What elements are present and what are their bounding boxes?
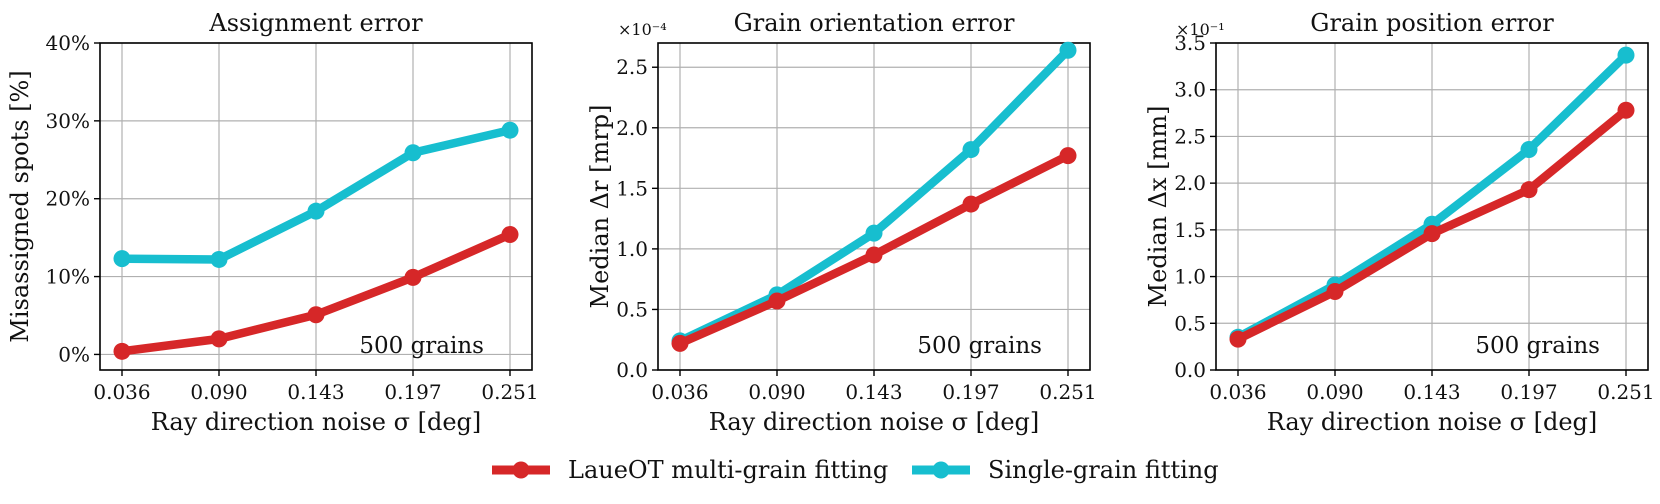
legend-item-laueot: LaueOT multi-grain fitting [492, 456, 888, 484]
data-point-single-grain [501, 121, 519, 139]
x-tick-label: 0.090 [748, 380, 805, 404]
x-tick-label: 0.036 [93, 380, 150, 404]
chart-panel-3: 0.036 0.090 0.143 0.197 0.251 0.0 0.5 1.0 1.5 2.0… [1144, 9, 1655, 436]
x-axis-label: Ray direction noise σ [deg] [151, 408, 482, 436]
legend-item-single-grain: Single-grain fitting [912, 456, 1219, 484]
data-point-single-grain [1520, 141, 1538, 159]
data-point-laueot [962, 195, 980, 213]
x-tick-label: 0.251 [1039, 380, 1096, 404]
y-tick-label: 1.0 [1174, 265, 1206, 289]
y-tick-label: 3.5 [1174, 31, 1206, 55]
legend-marker-laueot [512, 461, 530, 479]
data-point-laueot [768, 292, 786, 310]
y-tick-label: 1.5 [616, 176, 648, 200]
data-point-single-grain [210, 250, 228, 268]
annotation-500-grains: 500 grains [359, 333, 484, 359]
x-tick-label: 0.090 [1306, 380, 1363, 404]
x-tick-label: 0.143 [287, 380, 344, 404]
data-point-single-grain [307, 202, 325, 220]
y-axis-label: Median Δx [mm] [1144, 106, 1172, 308]
data-point-single-grain [1059, 41, 1077, 59]
data-point-laueot [210, 330, 228, 348]
y-tick-label: 10% [46, 265, 90, 289]
y-tick-label: 20% [46, 187, 90, 211]
y-tick-label: 1.0 [616, 237, 648, 261]
y-offset-label: ×10⁻⁴ [618, 20, 667, 39]
y-axis-label: Median Δr [mrp] [586, 105, 614, 309]
x-tick-label: 0.197 [384, 380, 441, 404]
data-point-laueot [501, 226, 519, 244]
data-point-laueot [1520, 181, 1538, 199]
data-point-single-grain [1617, 46, 1635, 64]
annotation-500-grains: 500 grains [1475, 333, 1600, 359]
data-point-laueot [1229, 330, 1247, 348]
y-tick-label: 0.5 [616, 297, 648, 321]
legend: LaueOT multi-grain fitting Single-grain … [492, 456, 1219, 484]
data-point-single-grain [113, 250, 131, 268]
x-tick-label: 0.143 [1403, 380, 1460, 404]
x-tick-label: 0.036 [651, 380, 708, 404]
data-point-laueot [113, 342, 131, 360]
data-point-laueot [865, 246, 883, 264]
y-axis-label: Misassigned spots [%] [6, 70, 34, 342]
y-offset-label: ×10⁻¹ [1176, 20, 1225, 39]
data-point-laueot [1617, 101, 1635, 119]
y-tick-label: 0.0 [1174, 358, 1206, 382]
data-point-single-grain [865, 224, 883, 242]
chart-panel-2: 0.036 0.090 0.143 0.197 0.251 0.0 0.5 1.0 1.5 2.0… [586, 9, 1097, 436]
x-tick-label: 0.090 [190, 380, 247, 404]
y-tick-label: 40% [46, 31, 90, 55]
x-tick-label: 0.251 [481, 380, 538, 404]
y-tick-label: 2.5 [1174, 124, 1206, 148]
x-tick-label: 0.143 [845, 380, 902, 404]
legend-marker-single-grain [932, 461, 950, 479]
chart-panel-1: 0.036 0.090 0.143 0.197 0.251 0% 10% 20% 30% 40% A… [6, 9, 539, 436]
y-tick-label: 1.5 [1174, 218, 1206, 242]
legend-label-laueot: LaueOT multi-grain fitting [568, 456, 888, 484]
y-tick-label: 3.0 [1174, 78, 1206, 102]
y-tick-label: 0.0 [616, 358, 648, 382]
data-point-laueot [404, 268, 422, 286]
x-axis-label: Ray direction noise σ [deg] [709, 408, 1040, 436]
x-tick-label: 0.251 [1597, 380, 1654, 404]
chart-title: Assignment error [208, 9, 423, 37]
data-point-single-grain [962, 141, 980, 159]
chart-title: Grain orientation error [734, 9, 1015, 37]
data-point-laueot [307, 306, 325, 324]
legend-label-single-grain: Single-grain fitting [988, 456, 1219, 484]
data-point-laueot [1423, 225, 1441, 243]
y-tick-label: 2.5 [616, 55, 648, 79]
chart-title: Grain position error [1310, 9, 1554, 37]
charts-layer: 0.036 0.090 0.143 0.197 0.251 0% 10% 20% 30% 40% A… [6, 9, 1655, 436]
y-tick-label: 2.0 [616, 116, 648, 140]
x-tick-label: 0.036 [1209, 380, 1266, 404]
data-point-laueot [1326, 283, 1344, 301]
x-tick-label: 0.197 [1500, 380, 1557, 404]
y-tick-label: 0.5 [1174, 311, 1206, 335]
y-tick-label: 0% [58, 342, 90, 366]
data-point-laueot [671, 334, 689, 352]
data-point-laueot [1059, 147, 1077, 165]
y-tick-label: 30% [46, 109, 90, 133]
x-axis-label: Ray direction noise σ [deg] [1267, 408, 1598, 436]
x-tick-label: 0.197 [942, 380, 999, 404]
y-tick-label: 2.0 [1174, 171, 1206, 195]
annotation-500-grains: 500 grains [917, 333, 1042, 359]
data-point-single-grain [404, 144, 422, 162]
